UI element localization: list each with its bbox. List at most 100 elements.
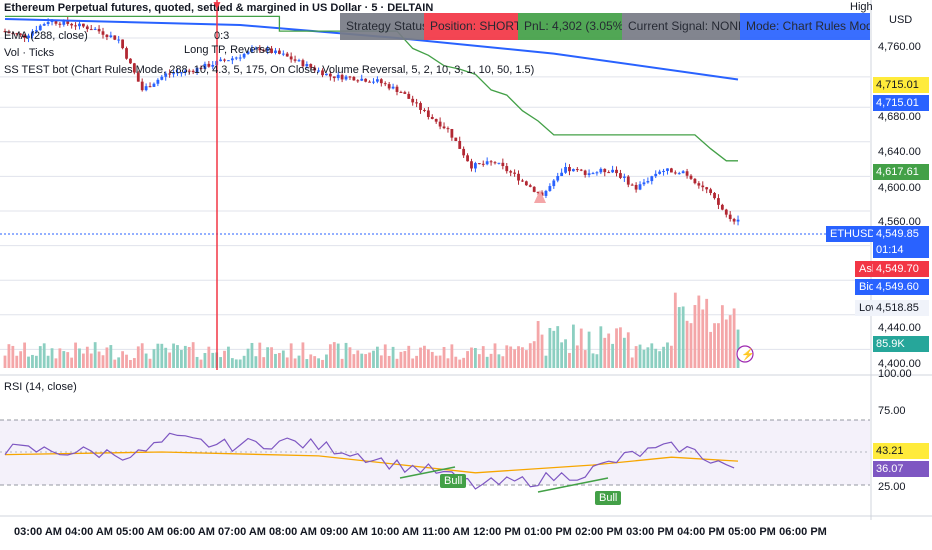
candle-body [274, 50, 277, 54]
candle-body [642, 182, 646, 185]
volume-bar [262, 357, 266, 368]
rsi-line [4, 432, 735, 490]
volume-bar [254, 356, 258, 368]
volume-bar [611, 343, 614, 368]
candle-body [132, 63, 136, 73]
rsi-axis-label: 100.00 [878, 368, 912, 380]
candle-body [552, 180, 556, 187]
candle-body [485, 161, 489, 165]
candle-body [78, 23, 81, 27]
low-price-tag: 4,518.85 [873, 300, 929, 316]
volume-bar [180, 350, 183, 368]
currency-label[interactable]: USD [889, 14, 913, 26]
volume-bar [532, 341, 536, 368]
volume-bar [31, 354, 34, 368]
candle-body [638, 184, 642, 190]
volume-bar [274, 353, 277, 368]
ask-price-tag: 4,549.70 [873, 261, 929, 277]
candle-body [117, 39, 121, 41]
volume-bar [493, 343, 497, 368]
candle-body [101, 31, 105, 35]
candle-body [513, 172, 516, 174]
volume-bar [481, 346, 485, 368]
rsi-ma-line [4, 451, 739, 474]
ema-legend[interactable]: EMA (288, close) [4, 30, 88, 42]
lightning-icon-circle[interactable] [736, 345, 754, 363]
volume-bar [474, 348, 477, 368]
candle-body [626, 176, 630, 185]
volume-bar [356, 350, 360, 368]
rsi-legend[interactable]: RSI (14, close) [4, 381, 77, 393]
volume-bar [344, 342, 348, 368]
volume-bar [168, 352, 172, 368]
candle-body [356, 80, 360, 82]
candle-body [497, 162, 501, 164]
volume-bar [50, 348, 54, 368]
volume-bar [505, 345, 509, 368]
candle-body [509, 171, 513, 173]
volume-tag: 85.9K [873, 336, 929, 352]
volume-bar [301, 342, 305, 368]
volume-bar [528, 343, 532, 368]
candle-body [66, 20, 70, 24]
candle-body [591, 173, 595, 175]
candle-body [289, 56, 293, 60]
candle-body [3, 31, 7, 33]
volume-bar [728, 315, 732, 368]
volume-bar [626, 332, 630, 368]
volume-bar [109, 345, 113, 368]
price-gridlines [0, 37, 870, 350]
candle-body [458, 140, 462, 149]
time-axis-label: 03:00 AM [14, 526, 62, 538]
candle-body [564, 167, 567, 173]
volume-bar [497, 354, 501, 368]
candle-body [720, 204, 724, 210]
volume-bar [46, 355, 50, 368]
volume-legend[interactable]: Vol · Ticks [4, 47, 55, 59]
candle-body [82, 23, 85, 27]
candle-body [58, 23, 62, 25]
volume-bar [183, 345, 187, 368]
candle-body [575, 169, 579, 171]
candle-body [309, 64, 313, 68]
volume-bar [332, 342, 336, 368]
bull-divergence-1 [399, 466, 456, 479]
candle-body [368, 81, 371, 83]
volume-bar [211, 352, 215, 368]
volume-bar [297, 355, 301, 368]
volume-bar [246, 348, 250, 368]
symbol-title: Ethereum Perpetual futures, quoted, sett… [4, 2, 434, 14]
volume-bar [489, 353, 493, 368]
candle-body [352, 77, 356, 81]
volume-bar [462, 357, 466, 368]
bot-legend[interactable]: SS TEST bot (Chart Rules Mode, 288, 10, … [4, 64, 535, 76]
candle-body [387, 84, 391, 89]
lightning-icon[interactable]: ⚡ [741, 348, 755, 361]
volume-bar [19, 351, 23, 368]
candle-body [129, 58, 132, 64]
candle-body [293, 59, 297, 61]
volume-bar [673, 292, 677, 368]
volume-bar [160, 343, 164, 368]
volume-bar [309, 354, 313, 368]
volume-bar [368, 352, 371, 368]
volume-bar [630, 357, 634, 368]
candle-body [15, 33, 19, 35]
volume-bar [540, 334, 544, 368]
candle-body [278, 50, 281, 54]
long-tp-annotation: Long TP, Reverse [184, 44, 272, 56]
volume-bar [411, 358, 415, 368]
volume-bar [270, 347, 273, 368]
volume-bar [136, 346, 140, 368]
candles [3, 17, 740, 226]
last-price-tag: 4,549.85 [873, 226, 929, 242]
candle-body [321, 70, 324, 76]
candle-body [297, 60, 301, 62]
volume-bar [477, 354, 481, 368]
bull-divergence-label: Bull [440, 474, 467, 488]
volume-bar [709, 331, 712, 368]
candle-body [474, 163, 477, 169]
candle-body [383, 83, 387, 85]
volume-bar [328, 344, 332, 368]
